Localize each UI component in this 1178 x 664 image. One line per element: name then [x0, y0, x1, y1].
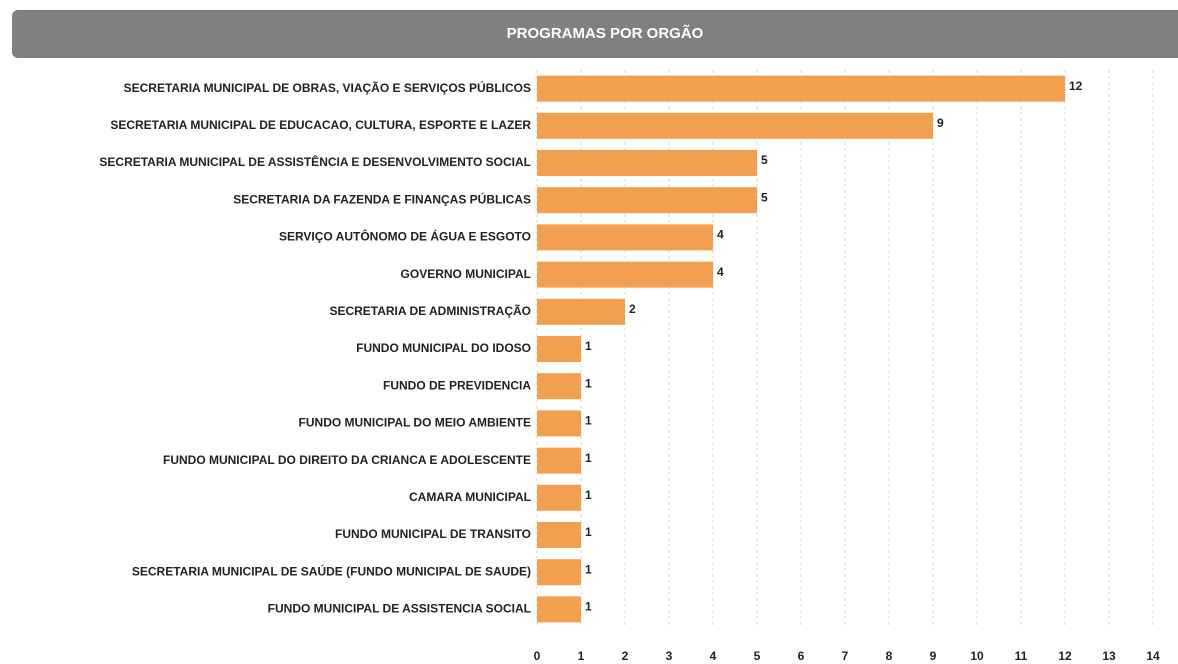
x-tick-label: 4: [710, 649, 717, 663]
bar: [537, 484, 581, 511]
y-tick-label: SECRETARIA DA FAZENDA E FINANÇAS PÚBLICA…: [233, 191, 531, 206]
bar: [537, 559, 581, 586]
value-label: 9: [937, 116, 944, 130]
bar: [537, 410, 581, 437]
x-tick-label: 14: [1146, 649, 1160, 663]
x-tick-label: 6: [798, 649, 805, 663]
y-tick-label: GOVERNO MUNICIPAL: [401, 267, 531, 281]
bar: [537, 261, 713, 288]
y-tick-label: SERVIÇO AUTÔNOMO DE ÁGUA E ESGOTO: [279, 229, 531, 244]
value-label: 4: [717, 228, 724, 242]
title-bar: [12, 10, 1178, 58]
y-tick-label: FUNDO MUNICIPAL DE TRANSITO: [335, 527, 531, 541]
x-tick-label: 9: [930, 649, 937, 663]
chart-title: PROGRAMAS POR ORGÃO: [507, 24, 704, 42]
y-tick-label: FUNDO MUNICIPAL DE ASSISTENCIA SOCIAL: [268, 602, 531, 616]
value-label: 1: [585, 414, 592, 428]
bar: [537, 75, 1065, 102]
y-tick-label: SECRETARIA MUNICIPAL DE SAÚDE (FUNDO MUN…: [132, 563, 531, 578]
x-tick-label: 10: [970, 649, 984, 663]
value-label: 1: [585, 562, 592, 576]
value-label: 1: [585, 600, 592, 614]
value-label: 2: [629, 302, 636, 316]
bar: [537, 373, 581, 400]
bar: [537, 112, 933, 139]
y-tick-label: SECRETARIA MUNICIPAL DE ASSISTÊNCIA E DE…: [99, 154, 531, 169]
value-label: 4: [717, 265, 724, 279]
y-tick-label: FUNDO MUNICIPAL DO DIREITO DA CRIANCA E …: [163, 453, 531, 467]
x-tick-label: 1: [578, 649, 585, 663]
y-tick-label: SECRETARIA MUNICIPAL DE EDUCACAO, CULTUR…: [110, 118, 531, 132]
value-label: 1: [585, 339, 592, 353]
bar: [537, 187, 757, 214]
x-tick-label: 8: [886, 649, 893, 663]
x-tick-label: 13: [1102, 649, 1116, 663]
x-tick-label: 3: [666, 649, 673, 663]
value-label: 5: [761, 190, 768, 204]
x-tick-label: 7: [842, 649, 849, 663]
y-tick-label: SECRETARIA MUNICIPAL DE OBRAS, VIAÇÃO E …: [124, 80, 531, 95]
bar: [537, 522, 581, 548]
value-label: 5: [761, 153, 768, 167]
bar: [537, 336, 581, 362]
value-label: 1: [585, 451, 592, 465]
y-tick-label: FUNDO MUNICIPAL DO MEIO AMBIENTE: [299, 416, 531, 430]
bar: [537, 224, 713, 251]
y-tick-label: CAMARA MUNICIPAL: [409, 490, 531, 504]
y-tick-label: FUNDO DE PREVIDENCIA: [383, 378, 531, 392]
bar: [537, 596, 581, 623]
x-tick-label: 12: [1058, 649, 1072, 663]
x-tick-label: 11: [1015, 649, 1028, 663]
value-label: 1: [585, 488, 592, 502]
y-tick-label: SECRETARIA DE ADMINISTRAÇÃO: [329, 303, 531, 318]
bar: [537, 150, 757, 176]
x-tick-label: 5: [754, 649, 761, 663]
value-label: 12: [1069, 79, 1083, 93]
value-label: 1: [585, 525, 592, 539]
bar: [537, 298, 625, 325]
x-tick-label: 0: [534, 649, 541, 663]
x-tick-label: 2: [622, 649, 629, 663]
bar: [537, 447, 581, 474]
value-label: 1: [585, 376, 592, 390]
y-tick-label: FUNDO MUNICIPAL DO IDOSO: [356, 341, 531, 355]
